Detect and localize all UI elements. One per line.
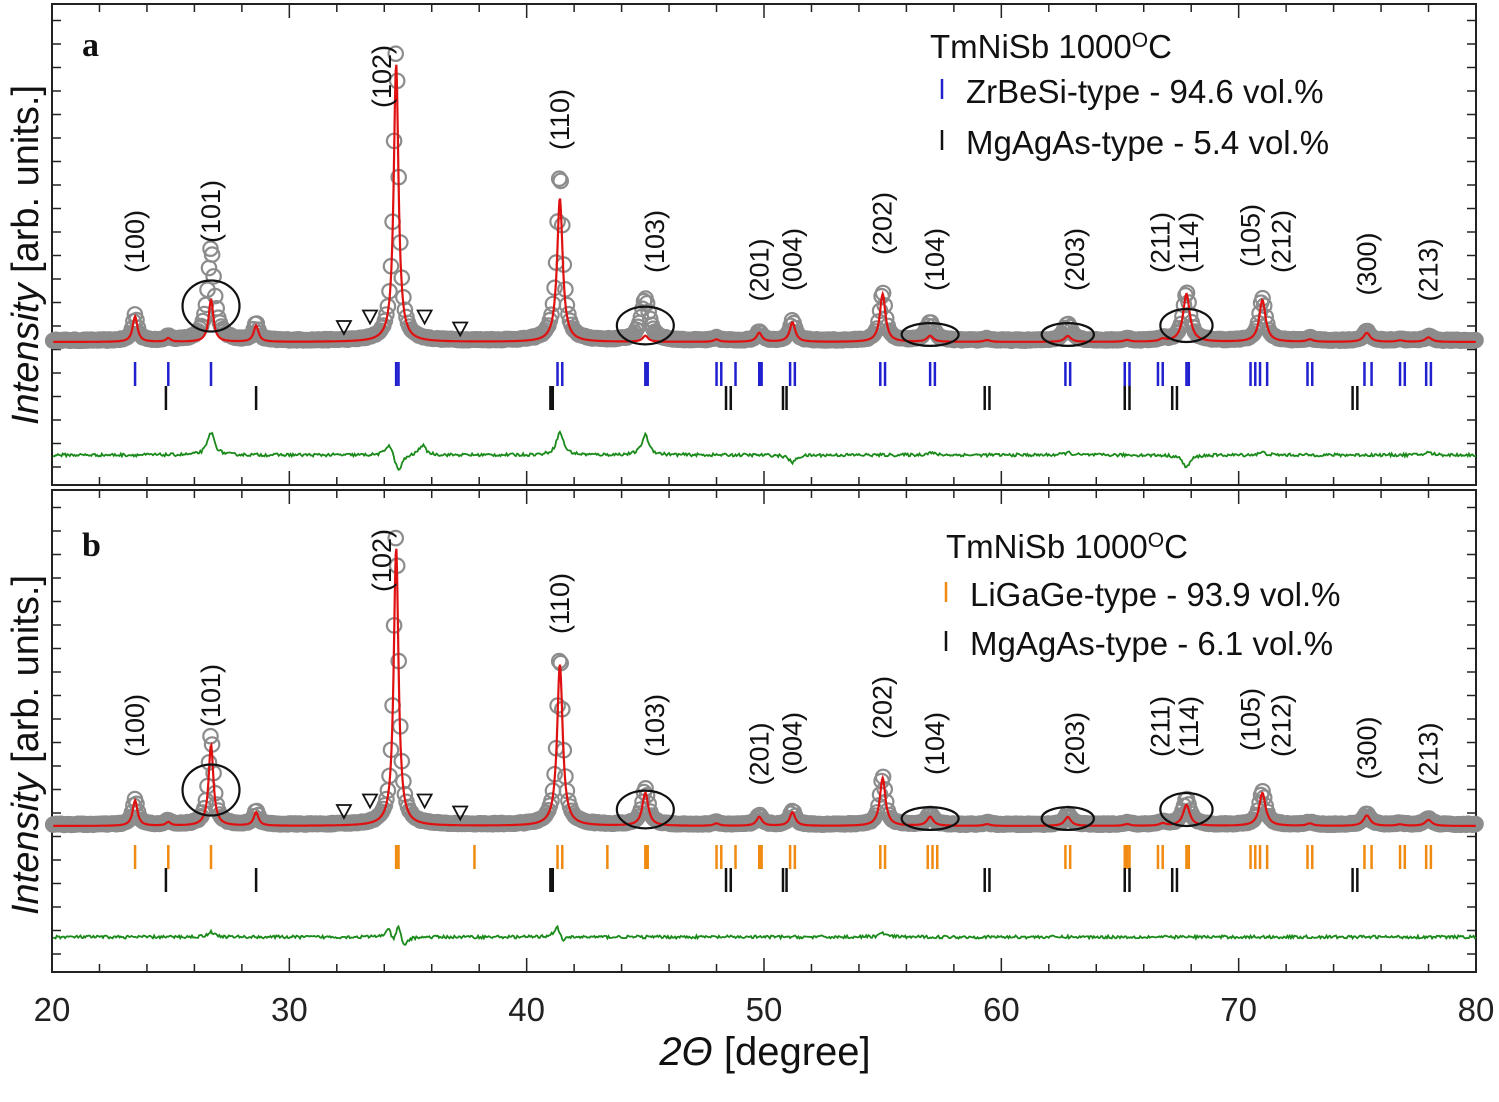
observed-point	[203, 246, 221, 263]
x-axis: 20 30 40 50 60 70 80	[34, 991, 1495, 1028]
highlight-ellipse	[181, 279, 241, 333]
hkl-label: (103)	[640, 694, 670, 757]
impurity-marker	[416, 309, 434, 326]
panel-letter: a	[82, 27, 99, 64]
hkl-label: (202)	[868, 676, 898, 739]
difference-curve	[52, 924, 1477, 946]
legend-entry: MgAgAs-type - 5.4 vol.%	[966, 124, 1329, 161]
highlight-ellipse	[615, 305, 675, 346]
x-tick-label: 60	[983, 991, 1020, 1028]
observed-point	[1172, 315, 1190, 333]
hkl-label: (212)	[1266, 210, 1296, 273]
calculated-profile	[53, 548, 1476, 827]
hkl-label: (211)	[1145, 212, 1175, 273]
hkl-label: (110)	[545, 89, 575, 150]
x-tick-label: 20	[34, 991, 71, 1028]
hkl-label: (100)	[120, 694, 150, 757]
hkl-label: (105)	[1236, 688, 1266, 751]
difference-curve	[52, 429, 1477, 472]
y-axis-title-a: Intensity [arb. units.]	[5, 85, 47, 425]
hkl-label: (101)	[196, 180, 226, 243]
calculated-profile	[53, 64, 1476, 343]
hkl-label: (201)	[744, 722, 774, 785]
hkl-label: (201)	[744, 238, 774, 301]
hkl-label: (114)	[1174, 212, 1204, 273]
observed-point	[387, 529, 404, 547]
observed-point	[202, 727, 219, 745]
panel-letter: b	[82, 527, 101, 564]
highlight-ellipse	[900, 322, 960, 348]
panel-a: (100) (101) (102) (110) (103) (201) (004) (202)…	[44, 3, 1484, 486]
legend-entry: ZrBeSi-type - 94.6 vol.%	[966, 73, 1324, 110]
observed-point	[1254, 289, 1271, 307]
impurity-marker	[361, 793, 379, 810]
observed-point	[868, 804, 886, 821]
observed-point	[194, 312, 212, 330]
highlight-ellipse	[1040, 322, 1095, 348]
impurity-marker	[335, 804, 353, 820]
hkl-label: (100)	[120, 210, 150, 273]
highlight-ellipse	[900, 805, 960, 831]
legend-entry: LiGaGe-type - 93.9 vol.%	[970, 576, 1341, 613]
highlight-ellipse	[1040, 805, 1095, 831]
observed-points	[44, 529, 1484, 834]
observed-point	[552, 172, 569, 190]
legend-entry: MgAgAs-type - 6.1 vol.%	[970, 625, 1333, 662]
impurity-marker	[451, 321, 469, 338]
hkl-label: (203)	[1060, 712, 1090, 775]
hkl-label: (104)	[920, 228, 950, 291]
hkl-label: (300)	[1352, 232, 1382, 295]
hkl-label: (101)	[196, 664, 226, 727]
x-tick-label: 80	[1458, 991, 1495, 1028]
panel-b: (100) (101) (102) (110) (103) (201) (004) (202)…	[44, 489, 1484, 973]
observed-point	[205, 268, 222, 285]
hkl-label: (203)	[1060, 228, 1090, 291]
hkl-label: (004)	[777, 712, 807, 775]
x-tick-label: 50	[746, 991, 783, 1028]
observed-point	[387, 45, 404, 62]
impurity-marker	[416, 793, 434, 810]
hkl-label: (212)	[1266, 694, 1296, 757]
hkl-label: (114)	[1174, 696, 1204, 757]
hkl-label: (105)	[1236, 204, 1266, 267]
x-tick-label: 40	[508, 991, 545, 1028]
hkl-label: (102)	[367, 45, 397, 108]
x-tick-label: 30	[271, 991, 308, 1028]
panel-title: TmNiSb 1000OC	[946, 528, 1188, 565]
y-axis-title-b: Intensity [arb. units.]	[5, 575, 47, 915]
observed-point	[1467, 331, 1484, 349]
observed-point	[200, 259, 218, 277]
hkl-label: (104)	[920, 712, 950, 775]
x-axis-title: 2Θ [degree]	[658, 1030, 870, 1074]
impurity-marker	[451, 805, 469, 822]
impurity-marker	[335, 320, 353, 336]
hkl-label: (202)	[868, 192, 898, 255]
hkl-label: (300)	[1352, 716, 1382, 779]
observed-point	[206, 287, 224, 305]
highlight-ellipse	[181, 763, 241, 817]
hkl-label: (213)	[1414, 238, 1444, 301]
hkl-label: (102)	[367, 529, 397, 592]
x-tick-label: 70	[1220, 991, 1257, 1028]
hkl-label: (004)	[777, 228, 807, 291]
hkl-label: (103)	[640, 210, 670, 273]
highlight-ellipse	[615, 789, 675, 830]
observed-point	[550, 170, 568, 187]
highlight-ellipse	[1159, 791, 1214, 828]
highlight-ellipse	[1159, 307, 1214, 344]
panel-title: TmNiSb 1000OC	[930, 28, 1172, 65]
impurity-marker	[361, 309, 379, 326]
hkl-label: (110)	[545, 573, 575, 634]
hkl-label: (213)	[1414, 722, 1444, 785]
observed-point	[1467, 815, 1484, 833]
observed-point	[638, 294, 656, 312]
hkl-label: (211)	[1145, 696, 1175, 757]
